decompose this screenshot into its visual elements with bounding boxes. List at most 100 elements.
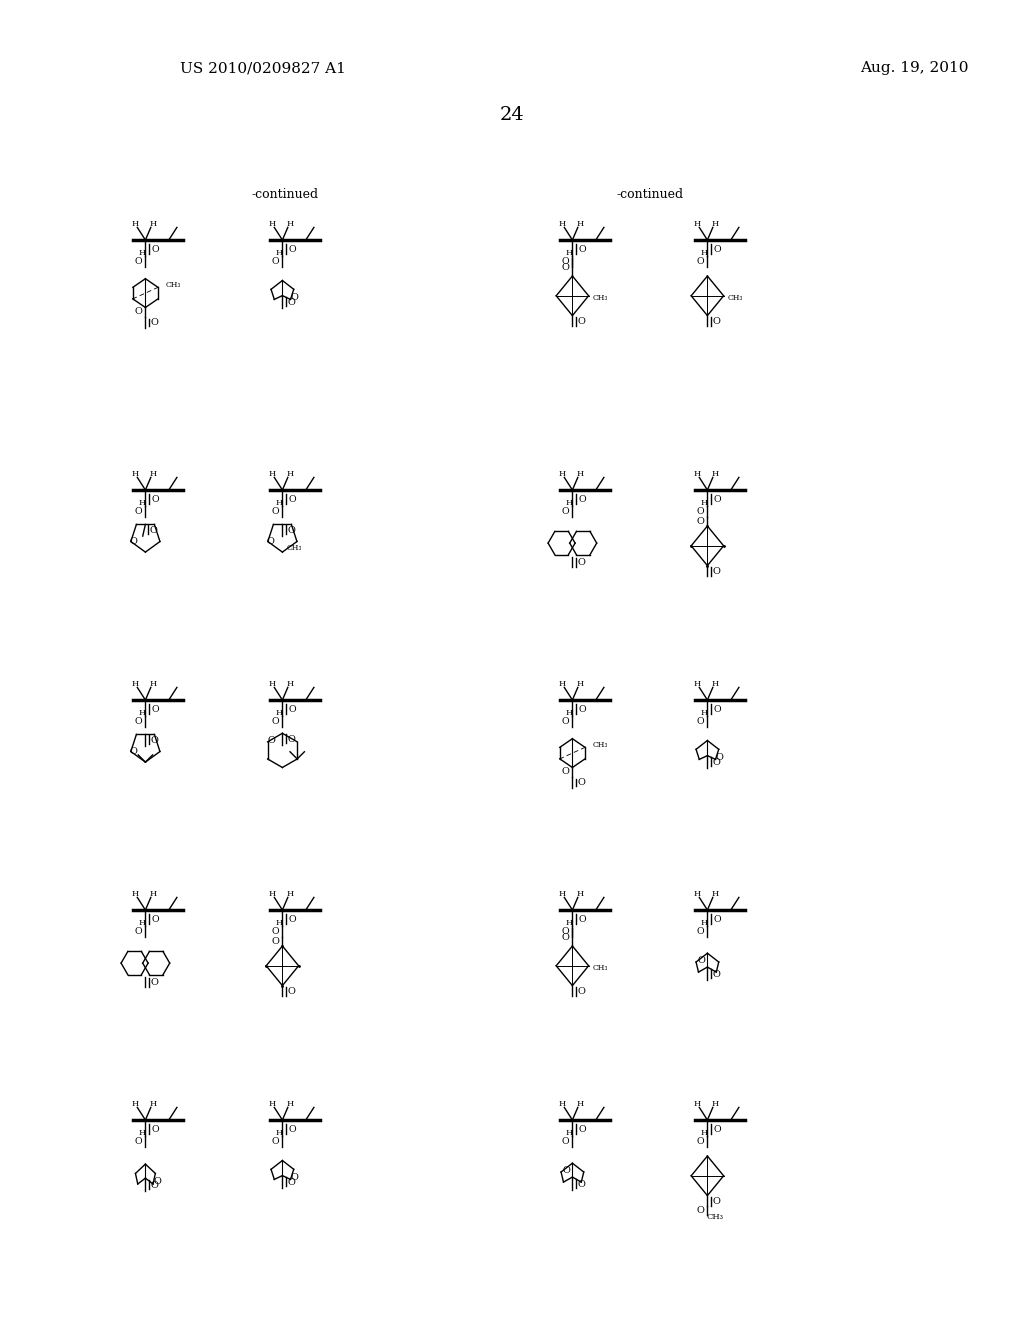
Text: O: O [713,317,720,326]
Text: CH₃: CH₃ [593,293,608,301]
Text: O: O [561,257,569,267]
Text: H: H [131,680,138,688]
Text: O: O [579,244,586,253]
Text: O: O [696,1206,705,1216]
Text: H: H [700,709,708,717]
Text: H: H [131,470,138,478]
Text: O: O [290,1173,298,1183]
Text: -continued: -continued [252,189,318,202]
Text: O: O [271,257,279,267]
Text: O: O [271,507,279,516]
Text: O: O [696,927,705,936]
Text: CH₃: CH₃ [287,544,302,553]
Text: O: O [288,987,295,997]
Text: O: O [561,717,569,726]
Text: H: H [138,499,145,507]
Text: O: O [713,1197,720,1206]
Text: O: O [579,1125,586,1134]
Text: O: O [271,1137,279,1146]
Text: O: O [134,1137,142,1146]
Text: O: O [152,244,159,253]
Text: H: H [138,919,145,927]
Text: H: H [577,680,584,688]
Text: O: O [561,767,569,776]
Text: H: H [138,248,145,256]
Text: H: H [565,709,572,717]
Text: O: O [151,737,159,746]
Text: O: O [134,717,142,726]
Text: O: O [561,927,569,936]
Text: H: H [150,470,157,478]
Text: H: H [558,220,565,228]
Text: O: O [714,1125,721,1134]
Text: O: O [150,527,158,535]
Text: O: O [578,987,586,997]
Text: O: O [578,558,586,568]
Text: H: H [268,220,275,228]
Text: O: O [713,568,720,577]
Text: H: H [275,248,283,256]
Text: H: H [565,499,572,507]
Text: H: H [712,1100,719,1107]
Text: O: O [271,937,280,946]
Text: H: H [577,890,584,898]
Text: O: O [271,927,279,936]
Text: Aug. 19, 2010: Aug. 19, 2010 [860,61,969,75]
Text: H: H [275,709,283,717]
Text: H: H [287,680,294,688]
Text: O: O [288,1179,295,1187]
Text: O: O [579,495,586,503]
Text: O: O [288,298,295,308]
Text: H: H [150,890,157,898]
Text: H: H [150,680,157,688]
Text: O: O [578,1180,586,1189]
Text: H: H [558,470,565,478]
Text: H: H [268,470,275,478]
Text: O: O [714,705,721,714]
Text: O: O [289,705,296,714]
Text: H: H [565,1129,572,1137]
Text: CH₃: CH₃ [592,741,607,748]
Text: H: H [287,890,294,898]
Text: CH₃: CH₃ [165,281,180,289]
Text: O: O [289,1125,296,1134]
Text: O: O [696,717,705,726]
Text: H: H [577,220,584,228]
Text: H: H [287,470,294,478]
Text: H: H [268,680,275,688]
Text: H: H [712,890,719,898]
Text: O: O [152,495,159,503]
Text: O: O [151,1181,159,1189]
Text: O: O [561,263,569,272]
Text: O: O [152,915,159,924]
Text: O: O [134,507,142,516]
Text: O: O [288,527,295,535]
Text: H: H [700,248,708,256]
Text: O: O [714,915,721,924]
Text: H: H [138,709,145,717]
Text: O: O [134,257,142,267]
Text: H: H [275,1129,283,1137]
Text: O: O [266,537,274,546]
Text: H: H [287,1100,294,1107]
Text: H: H [558,890,565,898]
Text: O: O [290,293,298,302]
Text: O: O [561,932,569,941]
Text: CH₃: CH₃ [728,294,743,302]
Text: H: H [712,470,719,478]
Text: H: H [275,919,283,927]
Text: O: O [561,507,569,516]
Text: O: O [561,1137,569,1146]
Text: O: O [152,705,159,714]
Text: O: O [289,244,296,253]
Text: O: O [289,915,296,924]
Text: O: O [714,495,721,503]
Text: H: H [131,1100,138,1107]
Text: O: O [715,754,723,762]
Text: H: H [577,470,584,478]
Text: O: O [130,537,137,546]
Text: H: H [275,499,283,507]
Text: H: H [693,680,700,688]
Text: O: O [579,915,586,924]
Text: H: H [558,680,565,688]
